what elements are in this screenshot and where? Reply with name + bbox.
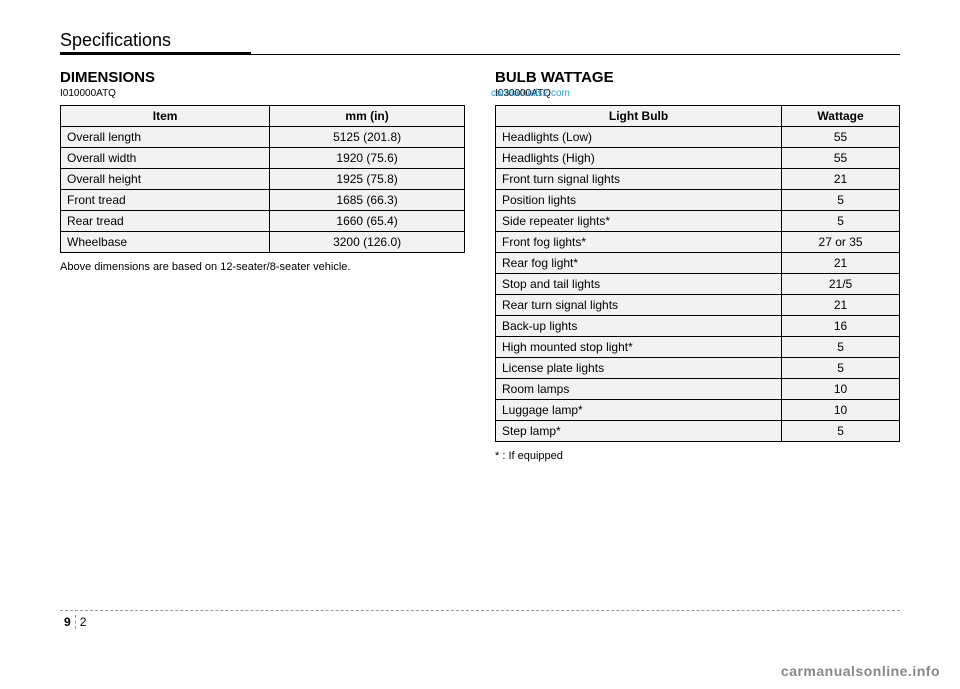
table-row: Overall length5125 (201.8): [61, 127, 465, 148]
dimensions-title: DIMENSIONS: [60, 69, 465, 86]
col-header: Light Bulb: [496, 106, 782, 127]
footer: 92: [60, 610, 900, 629]
table-row: Headlights (High)55: [496, 148, 900, 169]
dimensions-code: I010000ATQ: [60, 88, 465, 99]
right-column: BULB WATTAGE I030000ATQ carmanuals2.com …: [495, 65, 900, 462]
table-row: License plate lights5: [496, 358, 900, 379]
table-row: Light Bulb Wattage: [496, 106, 900, 127]
table-row: Front turn signal lights21: [496, 169, 900, 190]
header-rule: Specifications: [60, 30, 900, 55]
table-row: Wheelbase3200 (126.0): [61, 232, 465, 253]
dimensions-table: Item mm (in) Overall length5125 (201.8) …: [60, 105, 465, 253]
table-row: Side repeater lights*5: [496, 211, 900, 232]
col-header: Item: [61, 106, 270, 127]
section-number: 9: [60, 615, 75, 629]
table-row: Rear tread1660 (65.4): [61, 211, 465, 232]
dimensions-note: Above dimensions are based on 12-seater/…: [60, 261, 465, 273]
table-row: Headlights (Low)55: [496, 127, 900, 148]
watermark-text: carmanuals2.com: [491, 88, 570, 99]
table-row: Position lights5: [496, 190, 900, 211]
page-number: 2: [75, 615, 91, 629]
table-row: High mounted stop light*5: [496, 337, 900, 358]
bulbs-table: Light Bulb Wattage Headlights (Low)55 He…: [495, 105, 900, 442]
table-row: Step lamp*5: [496, 421, 900, 442]
brand-watermark: carmanualsonline.info: [781, 663, 940, 679]
table-row: Overall width1920 (75.6): [61, 148, 465, 169]
table-row: Stop and tail lights21/5: [496, 274, 900, 295]
table-row: Overall height1925 (75.8): [61, 169, 465, 190]
table-row: Item mm (in): [61, 106, 465, 127]
table-row: Front fog lights*27 or 35: [496, 232, 900, 253]
bulbs-title: BULB WATTAGE: [495, 69, 900, 86]
table-row: Front tread1685 (66.3): [61, 190, 465, 211]
content-columns: DIMENSIONS I010000ATQ Item mm (in) Overa…: [60, 65, 900, 462]
header-title: Specifications: [60, 30, 251, 55]
page: Specifications DIMENSIONS I010000ATQ Ite…: [0, 0, 960, 689]
table-row: Room lamps10: [496, 379, 900, 400]
table-row: Rear fog light*21: [496, 253, 900, 274]
table-row: Luggage lamp*10: [496, 400, 900, 421]
table-row: Rear turn signal lights21: [496, 295, 900, 316]
col-header: Wattage: [782, 106, 900, 127]
col-header: mm (in): [270, 106, 465, 127]
bulbs-code: I030000ATQ carmanuals2.com: [495, 88, 900, 99]
table-row: Back-up lights16: [496, 316, 900, 337]
left-column: DIMENSIONS I010000ATQ Item mm (in) Overa…: [60, 65, 465, 462]
bulbs-note: * : If equipped: [495, 450, 900, 462]
